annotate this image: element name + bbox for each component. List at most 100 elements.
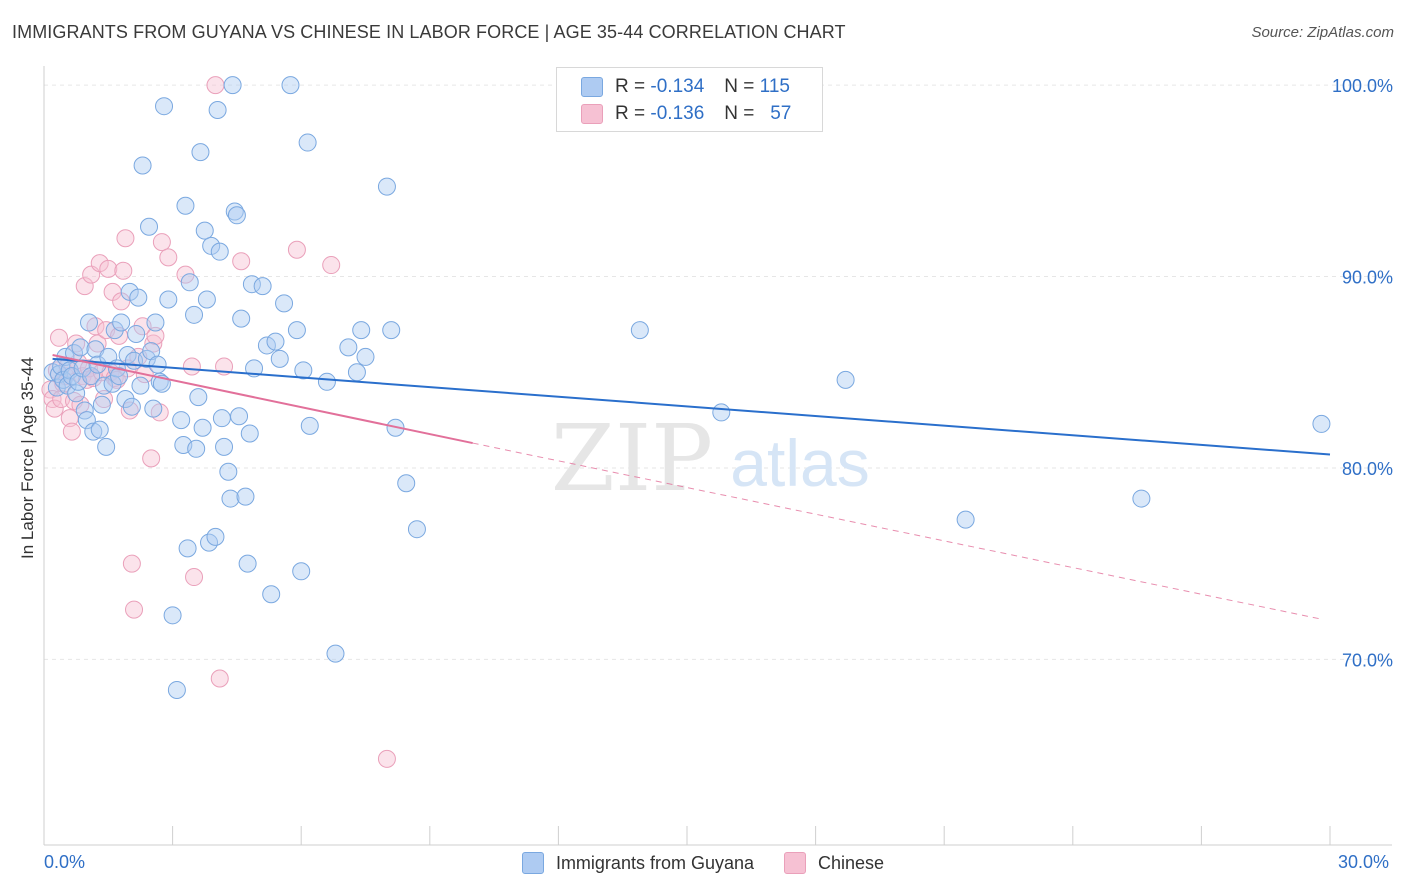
- data-point-chinese: [75, 277, 94, 296]
- data-point-chinese: [322, 256, 341, 275]
- data-point-guyana: [131, 376, 150, 395]
- data-point-chinese: [206, 76, 225, 95]
- data-point-guyana: [630, 321, 649, 340]
- data-point-guyana: [159, 290, 178, 309]
- data-point-guyana: [262, 585, 281, 604]
- y-tick-labels: 100.0% 90.0% 80.0% 70.0%: [1332, 76, 1393, 670]
- data-point-guyana: [298, 133, 317, 152]
- data-point-guyana: [90, 420, 109, 439]
- y-tick-label: 70.0%: [1342, 650, 1393, 670]
- data-point-guyana: [122, 397, 141, 416]
- data-point-guyana: [178, 539, 197, 558]
- data-point-guyana: [187, 439, 206, 458]
- data-point-guyana: [397, 474, 416, 493]
- data-point-guyana: [197, 290, 216, 309]
- data-point-guyana: [240, 424, 259, 443]
- data-point-chinese: [232, 252, 251, 271]
- watermark-zip: ZIP: [551, 405, 713, 512]
- data-point-chinese: [45, 399, 64, 418]
- data-point-chinese: [122, 554, 141, 573]
- data-point-chinese: [210, 669, 229, 688]
- legend-r-value: -0.136: [650, 103, 705, 124]
- data-point-guyana: [71, 338, 90, 357]
- data-point-guyana: [84, 422, 103, 441]
- data-point-guyana: [292, 562, 311, 581]
- data-point-guyana: [195, 221, 214, 240]
- correlation-legend: R = -0.134 N = 115 R = -0.136 N = 57: [556, 67, 823, 132]
- data-point-guyana: [80, 313, 99, 332]
- legend-row-chinese: R = -0.136 N = 57: [581, 102, 791, 126]
- data-point-guyana: [133, 156, 152, 175]
- data-point-guyana: [67, 384, 86, 403]
- x-tick-label-min: 0.0%: [44, 852, 86, 872]
- data-point-guyana: [129, 288, 148, 307]
- legend-r-label: R =: [615, 76, 646, 97]
- data-point-guyana: [189, 388, 208, 407]
- data-point-guyana: [266, 332, 285, 351]
- data-point-chinese: [377, 749, 396, 768]
- data-point-guyana: [191, 143, 210, 162]
- legend-label-chinese: Chinese: [818, 852, 885, 873]
- data-point-guyana: [232, 309, 251, 328]
- data-point-guyana: [281, 76, 300, 95]
- data-point-guyana: [193, 418, 212, 437]
- data-point-guyana: [210, 242, 229, 261]
- data-point-guyana: [215, 437, 234, 456]
- data-point-guyana: [356, 347, 375, 366]
- data-point-guyana: [236, 487, 255, 506]
- data-point-guyana: [146, 313, 165, 332]
- data-point-guyana: [116, 390, 135, 409]
- data-point-guyana: [257, 336, 276, 355]
- data-point-guyana: [206, 527, 225, 546]
- trend-line-chinese-extrapolated: [472, 442, 1322, 620]
- y-tick-label: 90.0%: [1342, 268, 1393, 288]
- data-point-chinese: [185, 568, 204, 587]
- legend-r-label: R =: [615, 103, 646, 124]
- data-point-guyana: [712, 403, 731, 422]
- data-point-guyana: [112, 313, 131, 332]
- y-tick-label: 80.0%: [1342, 459, 1393, 479]
- legend-swatch-guyana: [581, 77, 603, 97]
- data-point-guyana: [105, 321, 124, 340]
- trend-lines: [52, 354, 1331, 620]
- legend-row-guyana: R = -0.134 N = 115: [581, 75, 790, 99]
- data-point-guyana: [1132, 489, 1151, 508]
- series-guyana-points: [43, 76, 1331, 699]
- trend-line-chinese: [52, 354, 473, 445]
- data-point-guyana: [202, 236, 221, 255]
- data-point-guyana: [1312, 414, 1331, 433]
- series-legend: Immigrants from Guyana Chinese: [0, 852, 1406, 874]
- x-tick-label-max: 30.0%: [1338, 852, 1390, 872]
- legend-n-value: 57: [770, 103, 792, 124]
- data-point-chinese: [116, 229, 135, 248]
- data-point-guyana: [294, 361, 313, 380]
- data-point-chinese: [159, 248, 178, 267]
- watermark-atlas: atlas: [730, 426, 869, 500]
- data-point-chinese: [287, 240, 306, 259]
- source-credit: Source: ZipAtlas.com: [1251, 24, 1394, 41]
- data-point-guyana: [326, 644, 345, 663]
- data-point-guyana: [253, 277, 272, 296]
- watermark: ZIP atlas: [551, 405, 870, 512]
- legend-label-guyana: Immigrants from Guyana: [555, 852, 754, 873]
- data-point-guyana: [270, 349, 289, 368]
- data-point-guyana: [352, 321, 371, 340]
- data-point-guyana: [172, 411, 191, 430]
- data-point-guyana: [140, 217, 159, 236]
- data-point-chinese: [144, 334, 163, 353]
- y-axis-label: In Labor Force | Age 35-44: [18, 357, 37, 559]
- chart-title: IMMIGRANTS FROM GUYANA VS CHINESE IN LAB…: [12, 22, 846, 42]
- data-point-chinese: [99, 259, 118, 278]
- data-point-guyana: [230, 407, 249, 426]
- data-point-guyana: [97, 437, 116, 456]
- legend-n-label: N =: [724, 103, 755, 124]
- data-point-guyana: [185, 305, 204, 324]
- data-point-chinese: [142, 449, 161, 468]
- axes: [43, 66, 1392, 846]
- data-point-chinese: [62, 422, 81, 441]
- legend-r-value: -0.134: [650, 76, 705, 97]
- data-point-guyana: [836, 370, 855, 389]
- data-point-guyana: [144, 399, 163, 418]
- legend-swatch-chinese: [581, 104, 603, 124]
